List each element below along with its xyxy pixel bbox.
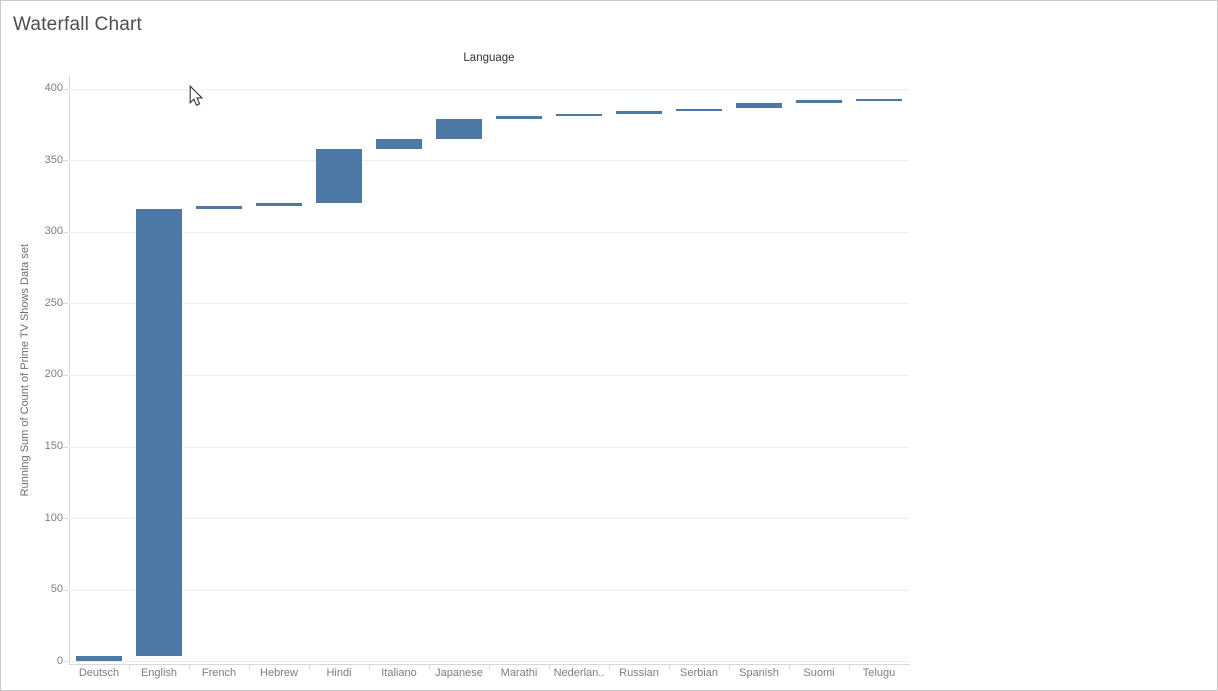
category-label-nederlan: Nederlan..: [553, 667, 605, 679]
gridline-y-300: [69, 231, 909, 233]
x-tick-mark: [609, 664, 610, 669]
y-tick-label-250: 250: [44, 296, 63, 309]
waterfall-bar-suomi[interactable]: [796, 99, 842, 103]
x-tick-mark: [309, 664, 310, 669]
waterfall-bar-nederlan[interactable]: [556, 114, 602, 117]
waterfall-bar-french[interactable]: [196, 205, 242, 209]
x-tick-mark: [489, 664, 490, 669]
y-tick-mark-200: [63, 374, 68, 376]
x-tick-mark: [369, 664, 370, 669]
x-tick-mark: [789, 664, 790, 669]
page-title: Waterfall Chart: [13, 14, 142, 35]
gridline-y-150: [69, 446, 909, 448]
gridline-y-350: [69, 160, 909, 162]
y-tick-mark-100: [63, 518, 68, 520]
x-tick-mark: [249, 664, 250, 669]
waterfall-bar-russian[interactable]: [616, 111, 662, 115]
category-label-english: English: [140, 667, 178, 679]
y-tick-label-0: 0: [56, 654, 63, 667]
x-tick-mark: [729, 664, 730, 669]
category-label-spanish: Spanish: [739, 667, 779, 679]
y-tick-label-50: 50: [50, 583, 63, 596]
gridline-y-250: [69, 303, 909, 305]
y-tick-mark-50: [63, 589, 68, 591]
category-label-serbian: Serbian: [680, 667, 718, 679]
category-label-suomi: Suomi: [803, 667, 835, 679]
category-label-deutsch: Deutsch: [78, 667, 120, 679]
waterfall-bar-deutsch[interactable]: [76, 655, 122, 662]
waterfall-bar-serbian[interactable]: [676, 108, 722, 112]
waterfall-bar-marathi[interactable]: [496, 115, 542, 119]
y-axis-line: [69, 76, 70, 665]
y-tick-label-400: 400: [44, 82, 63, 94]
waterfall-bar-telugu[interactable]: [856, 98, 902, 101]
y-tick-label-350: 350: [44, 153, 63, 166]
y-tick-label-150: 150: [44, 440, 63, 453]
category-label-japanese: Japanese: [435, 667, 483, 679]
gridline-y-50: [69, 589, 909, 591]
waterfall-bar-japanese[interactable]: [436, 118, 482, 139]
y-tick-mark-250: [63, 303, 68, 305]
x-tick-mark: [429, 664, 430, 669]
y-tick-mark-300: [63, 231, 68, 233]
y-tick-label-100: 100: [44, 511, 63, 524]
x-tick-mark: [549, 664, 550, 669]
plot-area[interactable]: 0 50 100 150 200 250 300 350 400 Deutsch English Fr…: [45, 76, 909, 679]
column-header-language: Language: [463, 52, 515, 64]
waterfall-bar-hindi[interactable]: [316, 148, 362, 203]
x-tick-mark: [189, 664, 190, 669]
x-tick-mark: [669, 664, 670, 669]
y-tick-label-300: 300: [44, 225, 63, 238]
waterfall-bar-italiano[interactable]: [376, 138, 422, 149]
waterfall-bar-spanish[interactable]: [736, 102, 782, 109]
gridline-y-200: [69, 374, 909, 376]
gridline-y-0: [69, 661, 909, 663]
category-label-french: French: [201, 667, 237, 679]
gridline-y-100: [69, 518, 909, 520]
y-tick-label-200: 200: [44, 368, 63, 381]
waterfall-bar-english[interactable]: [136, 208, 182, 656]
y-tick-mark-150: [63, 446, 68, 448]
category-label-russian: Russian: [619, 667, 659, 679]
x-tick-mark: [849, 664, 850, 669]
category-label-marathi: Marathi: [500, 667, 538, 679]
waterfall-bar-hebrew[interactable]: [256, 203, 302, 206]
category-label-hebrew: Hebrew: [260, 667, 298, 679]
y-tick-mark-0: [63, 661, 68, 663]
category-label-italiano: Italiano: [381, 667, 417, 679]
y-tick-mark-350: [63, 160, 68, 162]
x-tick-mark: [129, 664, 130, 669]
category-label-hindi: Hindi: [326, 667, 352, 679]
category-label-telugu: Telugu: [862, 667, 896, 679]
gridline-y-400: [69, 88, 909, 90]
y-tick-mark-400: [63, 88, 68, 90]
